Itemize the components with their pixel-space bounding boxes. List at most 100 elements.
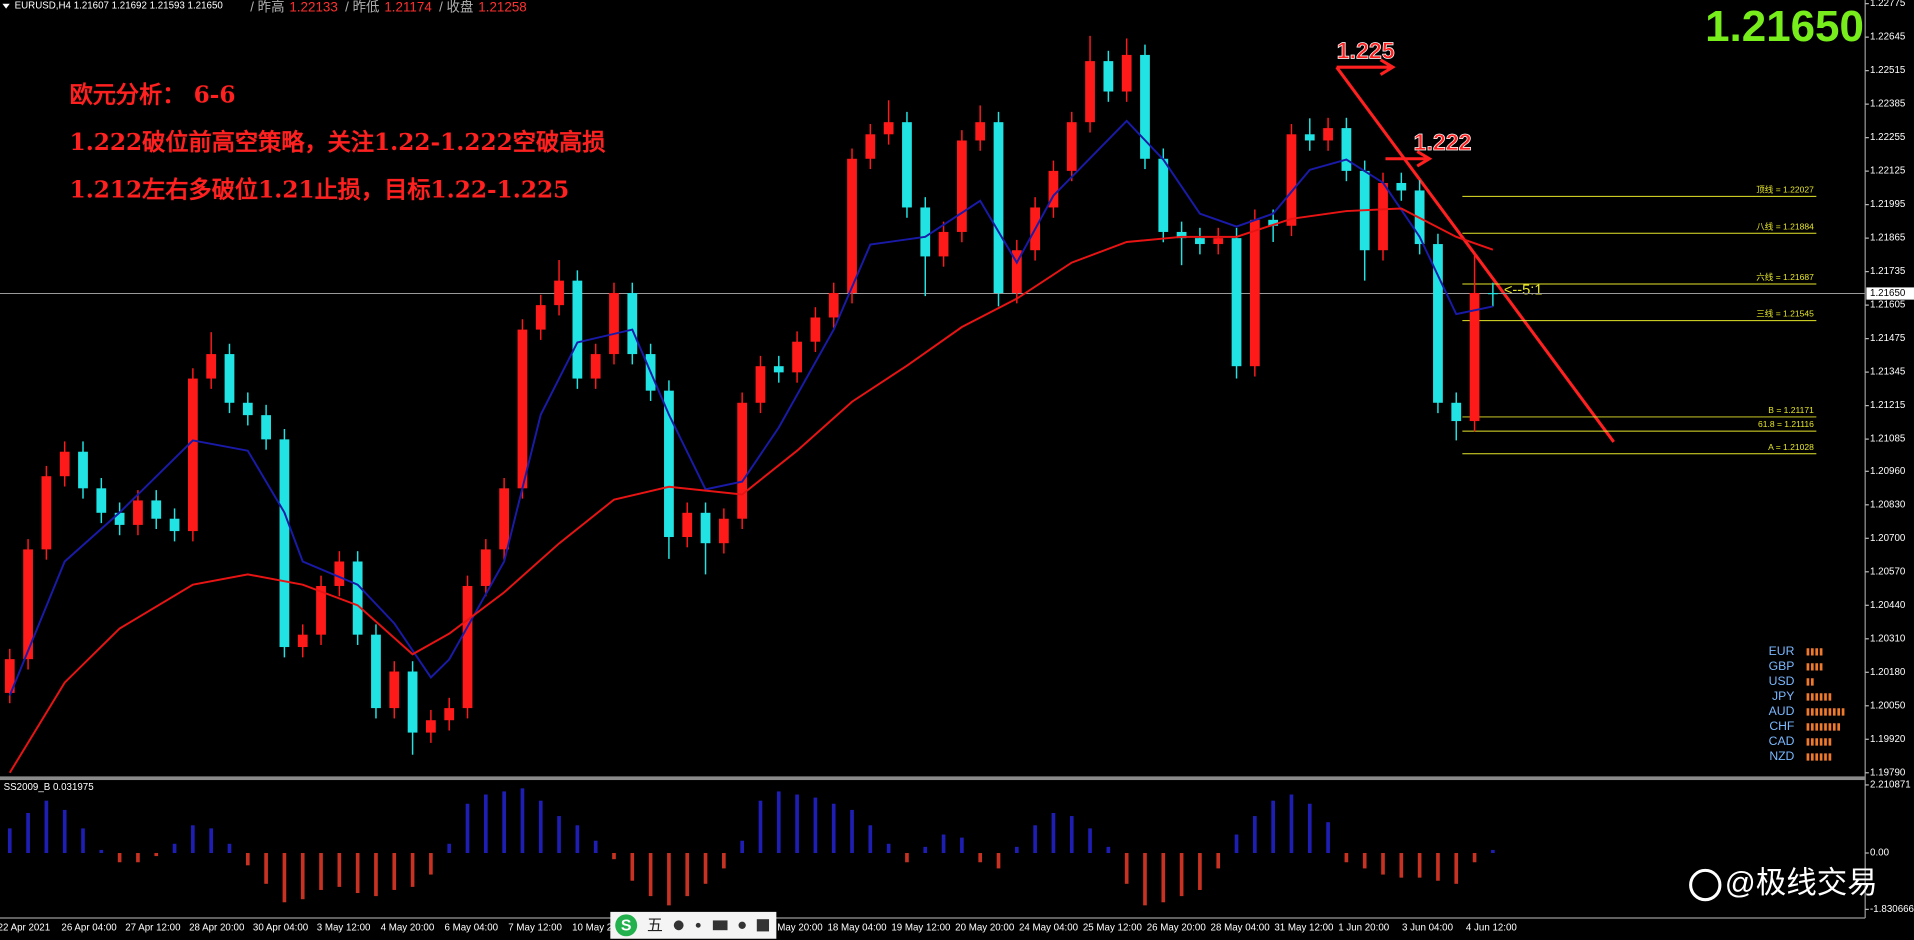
candle-body [96,488,107,513]
x-tick-label: 26 May 20:00 [1147,922,1207,933]
osc-bar [245,853,250,866]
x-tick-label: 3 Jun 04:00 [1402,922,1454,933]
candle-body [499,488,510,550]
osc-bar [1124,853,1129,884]
osc-bar [374,853,378,897]
candle-body [114,512,125,525]
osc-tick-label: 2.210871 [1870,780,1911,791]
watermark-icon [1689,868,1722,902]
y-tick-label: 1.20050 [1870,700,1906,711]
x-tick-label: 1 Jun 20:00 [1338,922,1390,933]
osc-bar [99,849,104,854]
osc-bar [483,794,488,854]
fib-label: 61.8 = 1.21116 [1758,419,1814,429]
note-line: 1.212左右多破位1.21止损，目标1.22-1.225 [70,177,570,204]
big-price: 1.21650 [1705,2,1864,51]
x-tick-label: 14 May 20:00 [764,922,824,933]
candle-body [957,140,967,232]
watermark: @极线交易 [1689,866,1878,902]
osc-bar [758,800,763,854]
candle-body [1469,293,1480,422]
osc-bar [62,809,67,854]
osc-bar [667,853,671,906]
candle-body [718,518,729,544]
y-tick-label: 1.21475 [1870,333,1906,344]
osc-bar [1106,846,1111,854]
x-tick-label: 7 May 12:00 [508,922,562,933]
osc-bar [703,853,708,884]
x-tick-label: 26 Apr 04:00 [61,922,117,933]
y-tick-label: 1.22515 [1870,65,1906,76]
stat-value: 1.21258 [478,0,526,14]
osc-bar [1014,846,1019,854]
osc-bar [923,846,928,854]
candle-body [1231,238,1242,367]
osc-bar [355,853,360,894]
osc-bar [1381,853,1385,875]
candle-body [535,305,546,330]
osc-bar [154,853,159,857]
candle-body [554,280,564,306]
osc-bar [191,825,195,854]
osc-bar [1253,816,1257,854]
stat-label: / 昨低 [345,0,379,14]
menu-arrow[interactable] [2,3,10,9]
stat-label: / 昨高 [250,0,284,14]
candle-body [847,158,857,294]
candle-body [572,280,583,379]
ratio-note: <--5:1 [1504,282,1543,298]
y-tick-label: 1.20700 [1870,533,1906,544]
osc-bar [300,853,305,900]
osc-bar [7,828,12,854]
osc-bar [575,825,580,854]
osc-bar [1216,853,1221,869]
candle-body [169,518,180,532]
osc-bar [593,840,598,854]
candle-body [334,561,345,586]
x-tick-label: 24 May 04:00 [1019,922,1079,933]
ime-toolbar[interactable]: S 五 [610,911,777,939]
last-price-tag [1866,287,1914,300]
candle-body [627,293,638,355]
candle-body [133,500,143,525]
currency-name: GBP [1769,659,1795,673]
candle-body [1066,122,1077,171]
osc-bar [429,853,433,875]
candle-body [865,134,876,159]
candle-body [1433,244,1443,403]
candle-body [517,329,528,489]
y-tick-label: 1.21215 [1870,400,1906,411]
y-tick-label: 1.20830 [1870,499,1906,510]
osc-bar [1344,853,1349,863]
y-tick-label: 1.22775 [1870,0,1906,9]
osc-bar [630,853,635,881]
candle-body [664,390,674,538]
toolbar-logo-text: S [621,918,632,935]
note-title: 欧元分析： 6-6 [70,81,236,108]
osc-bar [648,853,653,897]
candle-body [1451,402,1462,422]
osc-bar [996,853,1001,869]
y-tick-label: 1.19790 [1870,767,1906,778]
osc-bar [1289,794,1294,854]
osc-bar [1307,803,1312,854]
currency-name: CAD [1769,734,1795,748]
candle-body [1396,182,1407,191]
candle-body [242,402,253,416]
candle-body [1378,182,1388,251]
y-tick-label: 1.21605 [1870,300,1906,311]
currency-name: NZD [1769,749,1794,763]
osc-bar [227,843,232,854]
candle-body [78,451,88,489]
candle-body [1286,134,1297,226]
osc-bar [685,853,690,897]
fib-label: B = 1.21171 [1768,405,1814,415]
osc-bar [1362,853,1367,869]
osc-bar [1472,853,1477,863]
x-tick-label: 4 Jun 12:00 [1466,922,1518,933]
y-tick-label: 1.20180 [1870,667,1906,678]
osc-bar [1326,822,1330,854]
oscillator-title: SS2009_B 0.031975 [4,782,95,793]
x-tick-label: 22 Apr 2021 [0,922,50,933]
x-tick-label: 19 May 12:00 [891,922,951,933]
